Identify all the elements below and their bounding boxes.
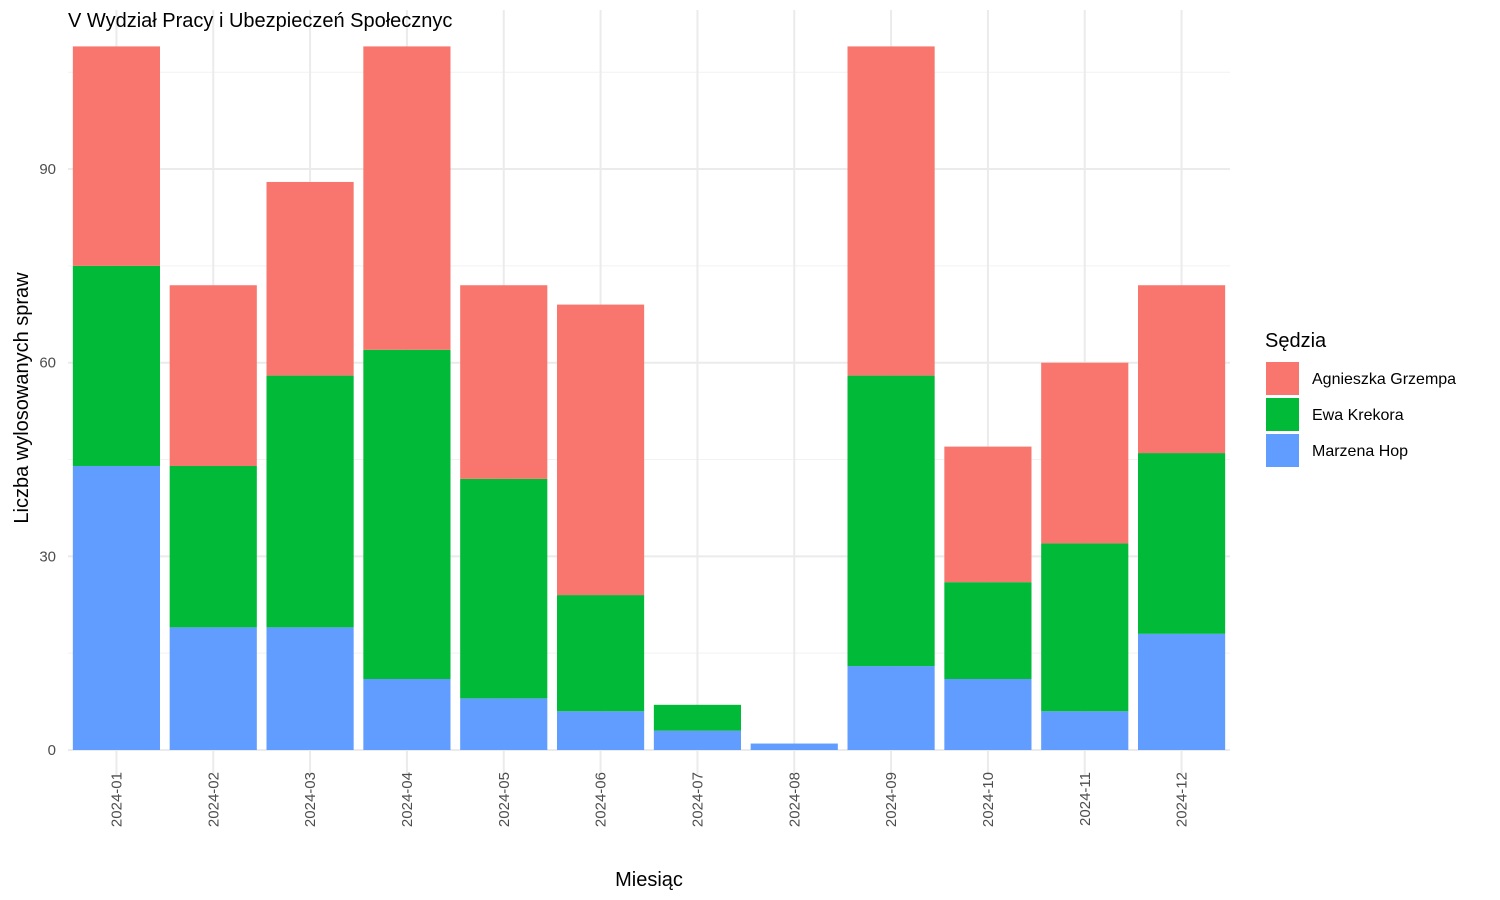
bar-segment bbox=[1041, 711, 1129, 750]
legend-label: Ewa Krekora bbox=[1312, 407, 1404, 424]
legend: Sędzia Agnieszka Grzempa Ewa Krekora Marze… bbox=[1265, 330, 1456, 467]
bar-segment bbox=[460, 478, 548, 699]
bar-segment bbox=[363, 46, 451, 350]
bar-segment bbox=[557, 595, 645, 712]
x-tick-label: 2024-02 bbox=[205, 772, 222, 827]
bar-segment bbox=[847, 46, 935, 376]
bar-segment bbox=[944, 678, 1032, 750]
bar-segment bbox=[72, 46, 160, 266]
y-tick-label: 90 bbox=[39, 161, 56, 178]
x-tick-label: 2024-03 bbox=[302, 772, 319, 827]
legend-title: Sędzia bbox=[1265, 330, 1327, 352]
y-axis-title: Liczba wylosowanych spraw bbox=[11, 272, 33, 524]
x-tick-label: 2024-01 bbox=[108, 772, 125, 827]
legend-swatch bbox=[1266, 362, 1299, 395]
x-axis-title: Miesiąc bbox=[615, 869, 683, 891]
bar-segment bbox=[847, 375, 935, 667]
bar-segment bbox=[266, 181, 354, 376]
legend-swatch bbox=[1266, 398, 1299, 431]
bar-segment bbox=[266, 375, 354, 628]
legend-items: Agnieszka Grzempa Ewa Krekora Marzena Hop bbox=[1266, 362, 1456, 467]
bar-segment bbox=[169, 285, 257, 466]
bar-segment bbox=[460, 698, 548, 750]
bar-segment bbox=[266, 627, 354, 750]
legend-swatch bbox=[1266, 434, 1299, 467]
bar-segment bbox=[363, 349, 451, 679]
bar-segment bbox=[1138, 633, 1226, 750]
bars bbox=[72, 46, 1226, 750]
x-tick-label: 2024-10 bbox=[980, 772, 997, 827]
y-tick-label: 0 bbox=[48, 742, 56, 759]
bar-segment bbox=[169, 465, 257, 628]
bar-segment bbox=[750, 743, 838, 750]
bar-segment bbox=[557, 711, 645, 750]
bar-segment bbox=[72, 265, 160, 466]
bar-segment bbox=[460, 285, 548, 479]
y-tick-label: 60 bbox=[39, 355, 56, 372]
x-tick-label: 2024-08 bbox=[786, 772, 803, 827]
x-tick-label: 2024-12 bbox=[1174, 772, 1191, 827]
y-tick-label: 30 bbox=[39, 548, 56, 565]
bar-segment bbox=[557, 304, 645, 596]
chart-title: V Wydział Pracy i Ubezpieczeń Społecznyc bbox=[68, 10, 452, 32]
x-tick-label: 2024-04 bbox=[399, 772, 416, 827]
x-tick-label: 2024-05 bbox=[496, 772, 513, 827]
x-tick-label: 2024-07 bbox=[689, 772, 706, 827]
bar-segment bbox=[944, 446, 1032, 583]
y-axis-ticks: 0 30 60 90 bbox=[39, 161, 56, 759]
bar-segment bbox=[653, 730, 741, 750]
bar-segment bbox=[944, 582, 1032, 679]
bar-segment bbox=[653, 704, 741, 731]
bar-segment bbox=[1138, 285, 1226, 454]
bar-segment bbox=[363, 678, 451, 750]
bar-segment bbox=[847, 666, 935, 750]
x-tick-label: 2024-11 bbox=[1077, 772, 1094, 826]
x-axis-ticks: 2024-01 2024-02 2024-03 2024-04 2024-05 2024-… bbox=[108, 772, 1190, 827]
x-tick-label: 2024-09 bbox=[883, 772, 900, 827]
bar-segment bbox=[72, 465, 160, 750]
bar-segment bbox=[169, 627, 257, 750]
x-tick-label: 2024-06 bbox=[593, 772, 610, 827]
legend-label: Marzena Hop bbox=[1312, 443, 1408, 460]
bar-segment bbox=[1041, 362, 1129, 544]
bar-segment bbox=[1041, 543, 1129, 712]
legend-label: Agnieszka Grzempa bbox=[1312, 371, 1456, 388]
bar-segment bbox=[1138, 453, 1226, 634]
